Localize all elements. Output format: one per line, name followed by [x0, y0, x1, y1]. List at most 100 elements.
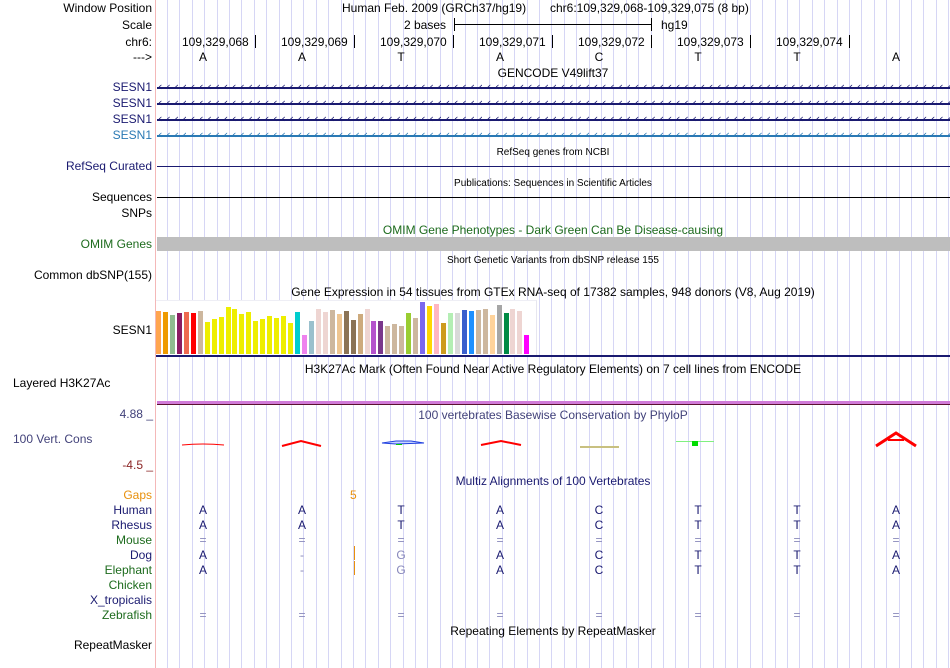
phylop-plot[interactable] — [156, 425, 950, 455]
gtex-tissue-bar[interactable] — [371, 321, 377, 354]
dbsnp-label[interactable]: Common dbSNP(155) — [33, 268, 152, 282]
gencode-transcript-line[interactable]: ‹‹‹‹‹‹‹‹‹‹‹‹‹‹‹‹‹‹‹‹‹‹‹‹‹‹‹‹‹‹‹‹‹‹‹‹‹‹‹‹… — [157, 81, 950, 95]
gencode-transcript-line[interactable]: ‹‹‹‹‹‹‹‹‹‹‹‹‹‹‹‹‹‹‹‹‹‹‹‹‹‹‹‹‹‹‹‹‹‹‹‹‹‹‹‹… — [157, 113, 950, 127]
gtex-tissue-bar[interactable] — [322, 312, 328, 354]
gtex-tissue-bar[interactable] — [475, 310, 481, 354]
alignment-base: A — [495, 518, 504, 532]
publications-line[interactable] — [157, 197, 950, 198]
gtex-tissue-bar[interactable] — [169, 315, 175, 354]
species-label[interactable]: Chicken — [108, 578, 152, 592]
gtex-tissue-bar[interactable] — [524, 335, 530, 354]
gtex-tissue-bar[interactable] — [503, 313, 509, 354]
gtex-tissue-bar[interactable] — [274, 318, 280, 354]
gencode-transcript-label[interactable]: SESN1 — [112, 80, 152, 94]
species-label[interactable]: Human — [113, 503, 152, 517]
refseq-gene-line[interactable] — [157, 166, 950, 167]
publications-label[interactable]: Sequences — [91, 190, 152, 204]
repeatmasker-label[interactable]: RepeatMasker — [73, 638, 152, 652]
gtex-tissue-bar[interactable] — [399, 326, 405, 354]
phylop-mark-6b — [692, 441, 698, 446]
species-label[interactable]: Elephant — [104, 563, 152, 577]
gtex-tissue-bar[interactable] — [468, 311, 474, 354]
gtex-tissue-bar[interactable] — [329, 310, 335, 354]
gtex-baseline — [156, 355, 950, 357]
gtex-tissue-bar[interactable] — [315, 309, 321, 354]
gtex-tissue-bar[interactable] — [496, 305, 502, 354]
gtex-tissue-bar[interactable] — [517, 311, 523, 354]
position-readout[interactable]: chr6:109,329,068-109,329,075 (8 bp) — [550, 1, 749, 15]
gtex-tissue-bar[interactable] — [461, 310, 467, 354]
gtex-tissue-bar[interactable] — [190, 313, 196, 354]
base-letter: A — [198, 50, 207, 64]
gtex-tissue-bar[interactable] — [239, 314, 245, 354]
gtex-tissue-bar[interactable] — [510, 309, 516, 354]
alignment-base: - — [300, 563, 304, 577]
gtex-tissue-bar[interactable] — [232, 309, 238, 354]
gencode-transcript-line[interactable]: ‹‹‹‹‹‹‹‹‹‹‹‹‹‹‹‹‹‹‹‹‹‹‹‹‹‹‹‹‹‹‹‹‹‹‹‹‹‹‹‹… — [157, 97, 950, 111]
gtex-tissue-bar[interactable] — [301, 335, 307, 354]
gtex-tissue-bar[interactable] — [364, 309, 370, 354]
gtex-tissue-bar[interactable] — [260, 319, 266, 354]
alignment-base: = — [694, 608, 702, 622]
gtex-tissue-bar[interactable] — [350, 320, 356, 354]
gtex-tissue-bar[interactable] — [434, 304, 439, 354]
gencode-transcript-label[interactable]: SESN1 — [112, 112, 152, 126]
gtex-tissue-bar[interactable] — [420, 302, 426, 354]
gtex-tissue-bar[interactable] — [267, 316, 273, 354]
gtex-tissue-bar[interactable] — [253, 321, 259, 354]
gtex-tissue-bar[interactable] — [406, 313, 412, 354]
gtex-tissue-bar[interactable] — [447, 313, 453, 354]
phylop-label[interactable]: 100 Vert. Cons — [13, 432, 93, 446]
gtex-tissue-bar[interactable] — [336, 314, 342, 354]
gtex-tissue-bar[interactable] — [204, 322, 210, 354]
gtex-tissue-bar[interactable] — [454, 313, 460, 354]
gtex-tissue-bar[interactable] — [385, 326, 391, 354]
gtex-tissue-bar[interactable] — [440, 323, 446, 354]
gtex-tissue-bar[interactable] — [211, 319, 217, 354]
species-label[interactable]: Rhesus — [111, 518, 152, 532]
species-label[interactable]: Mouse — [115, 533, 152, 547]
scale-bar — [454, 24, 652, 25]
gtex-tissue-bar[interactable] — [183, 312, 189, 354]
gtex-tissue-bar[interactable] — [156, 311, 161, 354]
phylop-mark-1 — [181, 443, 225, 446]
gtex-tissue-bar[interactable] — [225, 307, 231, 354]
phylop-mark-5 — [580, 446, 619, 448]
gtex-tissue-bar[interactable] — [413, 318, 419, 354]
gtex-tissue-bar[interactable] — [308, 321, 314, 354]
omim-label[interactable]: OMIM Genes — [80, 237, 152, 251]
species-label[interactable]: Zebrafish — [101, 608, 152, 622]
gtex-tissue-bar[interactable] — [295, 312, 300, 354]
gtex-tissue-bar[interactable] — [162, 312, 168, 354]
h3k27ac-signal[interactable] — [157, 401, 950, 404]
refseq-label[interactable]: RefSeq Curated — [65, 159, 152, 173]
gtex-tissue-bar[interactable] — [392, 324, 398, 354]
gencode-transcript-line[interactable]: ‹‹‹‹‹‹‹‹‹‹‹‹‹‹‹‹‹‹‹‹‹‹‹‹‹‹‹‹‹‹‹‹‹‹‹‹‹‹‹‹… — [157, 129, 950, 143]
gencode-transcript-label[interactable]: SESN1 — [112, 128, 152, 142]
gtex-tissue-bar[interactable] — [357, 314, 363, 354]
gencode-transcript-label[interactable]: SESN1 — [112, 96, 152, 110]
species-label[interactable]: X_tropicalis — [89, 593, 152, 607]
omim-gene-block[interactable] — [157, 237, 950, 251]
gtex-tissue-bar[interactable] — [482, 309, 488, 354]
dbsnp-title: Short Genetic Variants from dbSNP releas… — [447, 255, 659, 266]
scale-db: hg19 — [661, 18, 688, 32]
gtex-tissue-bar[interactable] — [378, 321, 384, 354]
gtex-tissue-bar[interactable] — [176, 313, 182, 354]
gtex-tissue-bar[interactable] — [246, 312, 252, 354]
gtex-tissue-bar[interactable] — [489, 315, 495, 354]
species-label[interactable]: Dog — [129, 548, 152, 562]
coordinate-label: 109,329,068 — [182, 35, 249, 49]
gtex-tissue-bar[interactable] — [288, 323, 294, 354]
gene-line-bar — [157, 119, 950, 121]
gtex-tissue-bar[interactable] — [427, 306, 433, 354]
gtex-tissue-bar[interactable] — [281, 316, 287, 354]
coordinate-tick — [255, 35, 256, 48]
gtex-tissue-bar[interactable] — [343, 311, 349, 354]
gtex-tissue-bar[interactable] — [218, 317, 224, 354]
gtex-tissue-bar[interactable] — [197, 311, 203, 354]
snps-label[interactable]: SNPs — [121, 206, 152, 220]
h3k27ac-label[interactable]: Layered H3K27Ac — [13, 376, 111, 390]
gtex-label[interactable]: SESN1 — [112, 323, 152, 337]
alignment-base: C — [594, 503, 604, 517]
